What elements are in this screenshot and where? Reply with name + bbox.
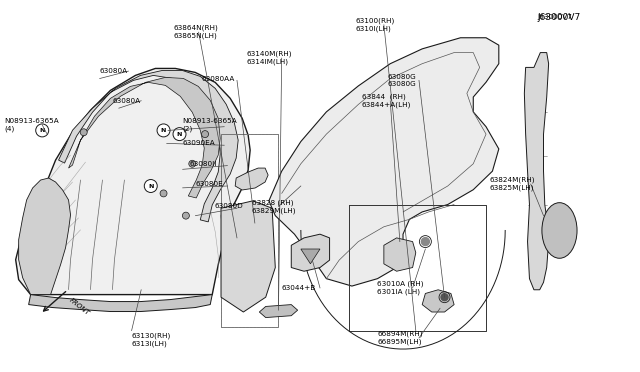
Circle shape <box>441 294 448 301</box>
Circle shape <box>202 131 209 138</box>
Polygon shape <box>235 168 268 190</box>
Text: 63100(RH)
6310I(LH): 63100(RH) 6310I(LH) <box>355 17 394 32</box>
Text: J63000V7: J63000V7 <box>537 13 580 22</box>
Circle shape <box>189 160 196 167</box>
Text: N08913-6365A
(2): N08913-6365A (2) <box>182 118 237 132</box>
Circle shape <box>421 238 429 246</box>
Circle shape <box>36 124 49 137</box>
Circle shape <box>182 212 189 219</box>
Polygon shape <box>422 290 454 312</box>
Text: 63044+B: 63044+B <box>282 285 316 291</box>
Text: N: N <box>40 128 45 133</box>
Ellipse shape <box>542 203 577 258</box>
Polygon shape <box>19 178 70 295</box>
Circle shape <box>157 124 170 137</box>
Polygon shape <box>29 295 212 311</box>
Text: 63080A: 63080A <box>100 68 128 74</box>
Text: 66894M(RH)
66895M(LH): 66894M(RH) 66895M(LH) <box>378 331 423 345</box>
Polygon shape <box>259 305 298 318</box>
Polygon shape <box>524 52 548 290</box>
Text: 63080D: 63080D <box>214 203 243 209</box>
Polygon shape <box>291 234 330 271</box>
Circle shape <box>80 129 87 136</box>
Text: 63130(RH)
6313I(LH): 63130(RH) 6313I(LH) <box>132 333 171 347</box>
Text: 63828 (RH)
63829M(LH): 63828 (RH) 63829M(LH) <box>252 199 296 214</box>
Text: N: N <box>148 183 154 189</box>
Text: 63010A (RH)
6301IA (LH): 63010A (RH) 6301IA (LH) <box>378 280 424 295</box>
Polygon shape <box>384 238 416 271</box>
Circle shape <box>173 128 186 141</box>
Polygon shape <box>68 77 220 198</box>
Text: N: N <box>161 128 166 133</box>
Text: 63080A: 63080A <box>113 98 141 104</box>
Text: J63000V7: J63000V7 <box>537 15 572 20</box>
Text: 63864N(RH)
63865N(LH): 63864N(RH) 63865N(LH) <box>173 25 218 39</box>
Circle shape <box>160 190 167 197</box>
Polygon shape <box>15 68 250 295</box>
Text: 63080II: 63080II <box>189 161 216 167</box>
Polygon shape <box>269 38 499 286</box>
Text: 63080E: 63080E <box>195 181 223 187</box>
Text: FRONT: FRONT <box>68 297 90 317</box>
Polygon shape <box>301 249 320 264</box>
Text: 63140M(RH)
6314IM(LH): 63140M(RH) 6314IM(LH) <box>246 51 292 65</box>
Circle shape <box>144 180 157 192</box>
Text: 63824M(RH)
63825M(LH): 63824M(RH) 63825M(LH) <box>489 177 535 192</box>
Polygon shape <box>221 201 275 312</box>
Text: 63090EA: 63090EA <box>182 140 216 146</box>
Text: 63080AA: 63080AA <box>202 76 236 81</box>
Text: N08913-6365A
(4): N08913-6365A (4) <box>4 118 59 132</box>
Polygon shape <box>59 70 238 222</box>
Text: N: N <box>177 132 182 137</box>
Text: 63080G
63080G: 63080G 63080G <box>387 74 416 87</box>
Text: 63844  (RH)
63844+A(LH): 63844 (RH) 63844+A(LH) <box>362 93 411 108</box>
